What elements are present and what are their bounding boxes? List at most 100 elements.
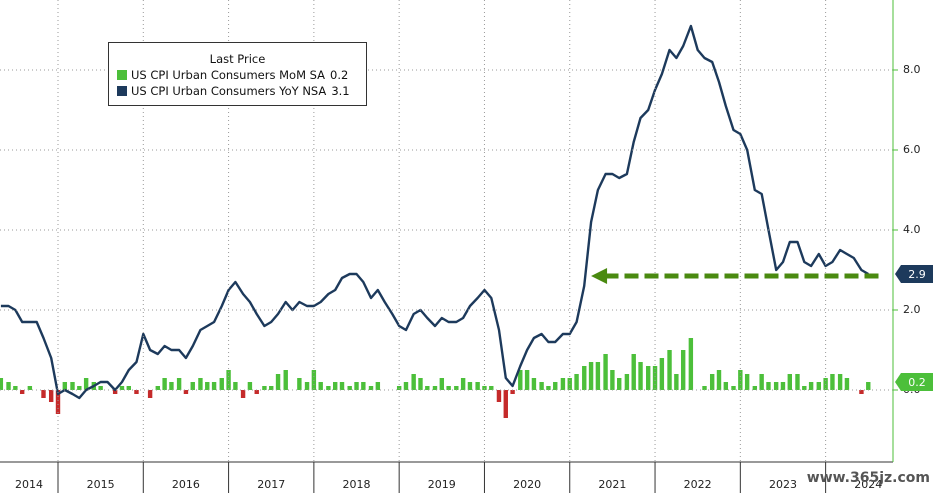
bar: [489, 386, 494, 390]
bar: [844, 378, 850, 390]
x-tick-label: 2024: [854, 478, 882, 491]
bar: [659, 358, 665, 390]
y-tick-label: 6.0: [903, 143, 921, 156]
bar: [454, 386, 459, 390]
bar: [475, 382, 480, 390]
legend: Last Price US CPI Urban Consumers MoM SA…: [108, 42, 367, 106]
bar: [702, 386, 707, 390]
x-tick-label: 2022: [684, 478, 712, 491]
bar: [418, 378, 423, 390]
bar: [603, 354, 608, 390]
x-tick-label: 2015: [87, 478, 115, 491]
bar: [503, 390, 508, 418]
value-tag: [895, 373, 933, 391]
bar: [283, 370, 288, 390]
bar: [119, 386, 125, 390]
bar: [510, 390, 515, 394]
bar: [176, 378, 182, 390]
legend-label: US CPI Urban Consumers MoM SA: [131, 68, 326, 82]
bar: [211, 382, 217, 390]
legend-title: Last Price: [209, 52, 266, 66]
bar: [425, 386, 430, 390]
bar: [595, 362, 601, 390]
bar: [467, 382, 473, 390]
bar: [169, 382, 174, 390]
bar: [6, 382, 11, 390]
arrow-head: [591, 268, 608, 284]
bar: [254, 390, 259, 394]
bar: [837, 374, 843, 390]
bar: [432, 386, 438, 390]
bar: [403, 382, 409, 390]
bar: [70, 382, 75, 390]
bar: [269, 386, 274, 390]
bar: [716, 370, 722, 390]
bar: [13, 386, 18, 390]
watermark: www.365jz.com: [807, 470, 930, 486]
bar: [830, 374, 835, 390]
bar: [41, 390, 46, 398]
bar: [326, 386, 331, 390]
bar: [297, 378, 302, 390]
bar: [62, 382, 68, 390]
x-tick-label: 2023: [769, 478, 797, 491]
bar: [766, 382, 771, 390]
bar: [816, 382, 821, 390]
bar: [83, 378, 89, 390]
value-tag: [895, 265, 933, 283]
bar: [773, 382, 779, 390]
bar: [802, 386, 807, 390]
bar: [553, 382, 558, 390]
bar: [859, 390, 864, 394]
legend-entry: US CPI Urban Consumers MoM SA 0.2: [117, 68, 366, 82]
bar: [98, 386, 103, 390]
bar: [674, 374, 679, 390]
bar: [198, 378, 203, 390]
x-tick-label: 2016: [172, 478, 200, 491]
bar: [247, 382, 253, 390]
bar: [787, 374, 792, 390]
x-tick-label: 2020: [513, 478, 541, 491]
legend-entry: US CPI Urban Consumers YoY NSA 3.1: [117, 84, 366, 98]
bar: [233, 382, 238, 390]
bar: [624, 374, 630, 390]
bar: [680, 350, 686, 390]
bar: [744, 374, 750, 390]
bar: [667, 350, 672, 390]
bar: [411, 374, 416, 390]
y-tick-label: 4.0: [903, 223, 921, 236]
bar: [780, 382, 786, 390]
bar: [574, 374, 579, 390]
value-tag-label: 2.9: [908, 268, 926, 281]
bar: [339, 382, 345, 390]
y-tick-label: 8.0: [903, 63, 921, 76]
bar: [518, 370, 523, 390]
bar: [304, 382, 310, 390]
bar: [795, 374, 800, 390]
legend-label: US CPI Urban Consumers YoY NSA: [131, 84, 327, 98]
bar: [27, 386, 33, 390]
bar: [48, 390, 54, 402]
bar: [631, 354, 636, 390]
bar: [205, 382, 210, 390]
bar: [190, 382, 195, 390]
bar: [134, 390, 139, 394]
bar: [588, 362, 594, 390]
bar: [368, 386, 374, 390]
bar: [546, 386, 551, 390]
x-tick-label: 2021: [598, 478, 626, 491]
bar: [531, 378, 537, 390]
bar: [866, 382, 871, 390]
bar: [0, 378, 4, 390]
bar: [347, 386, 352, 390]
bar: [752, 386, 758, 390]
bar: [275, 374, 281, 390]
bar: [646, 366, 651, 390]
legend-value: 3.1: [331, 84, 350, 98]
bar: [759, 374, 764, 390]
y-tick-label: 2.0: [903, 303, 921, 316]
x-tick-label: 2017: [257, 478, 285, 491]
bar: [560, 378, 566, 390]
